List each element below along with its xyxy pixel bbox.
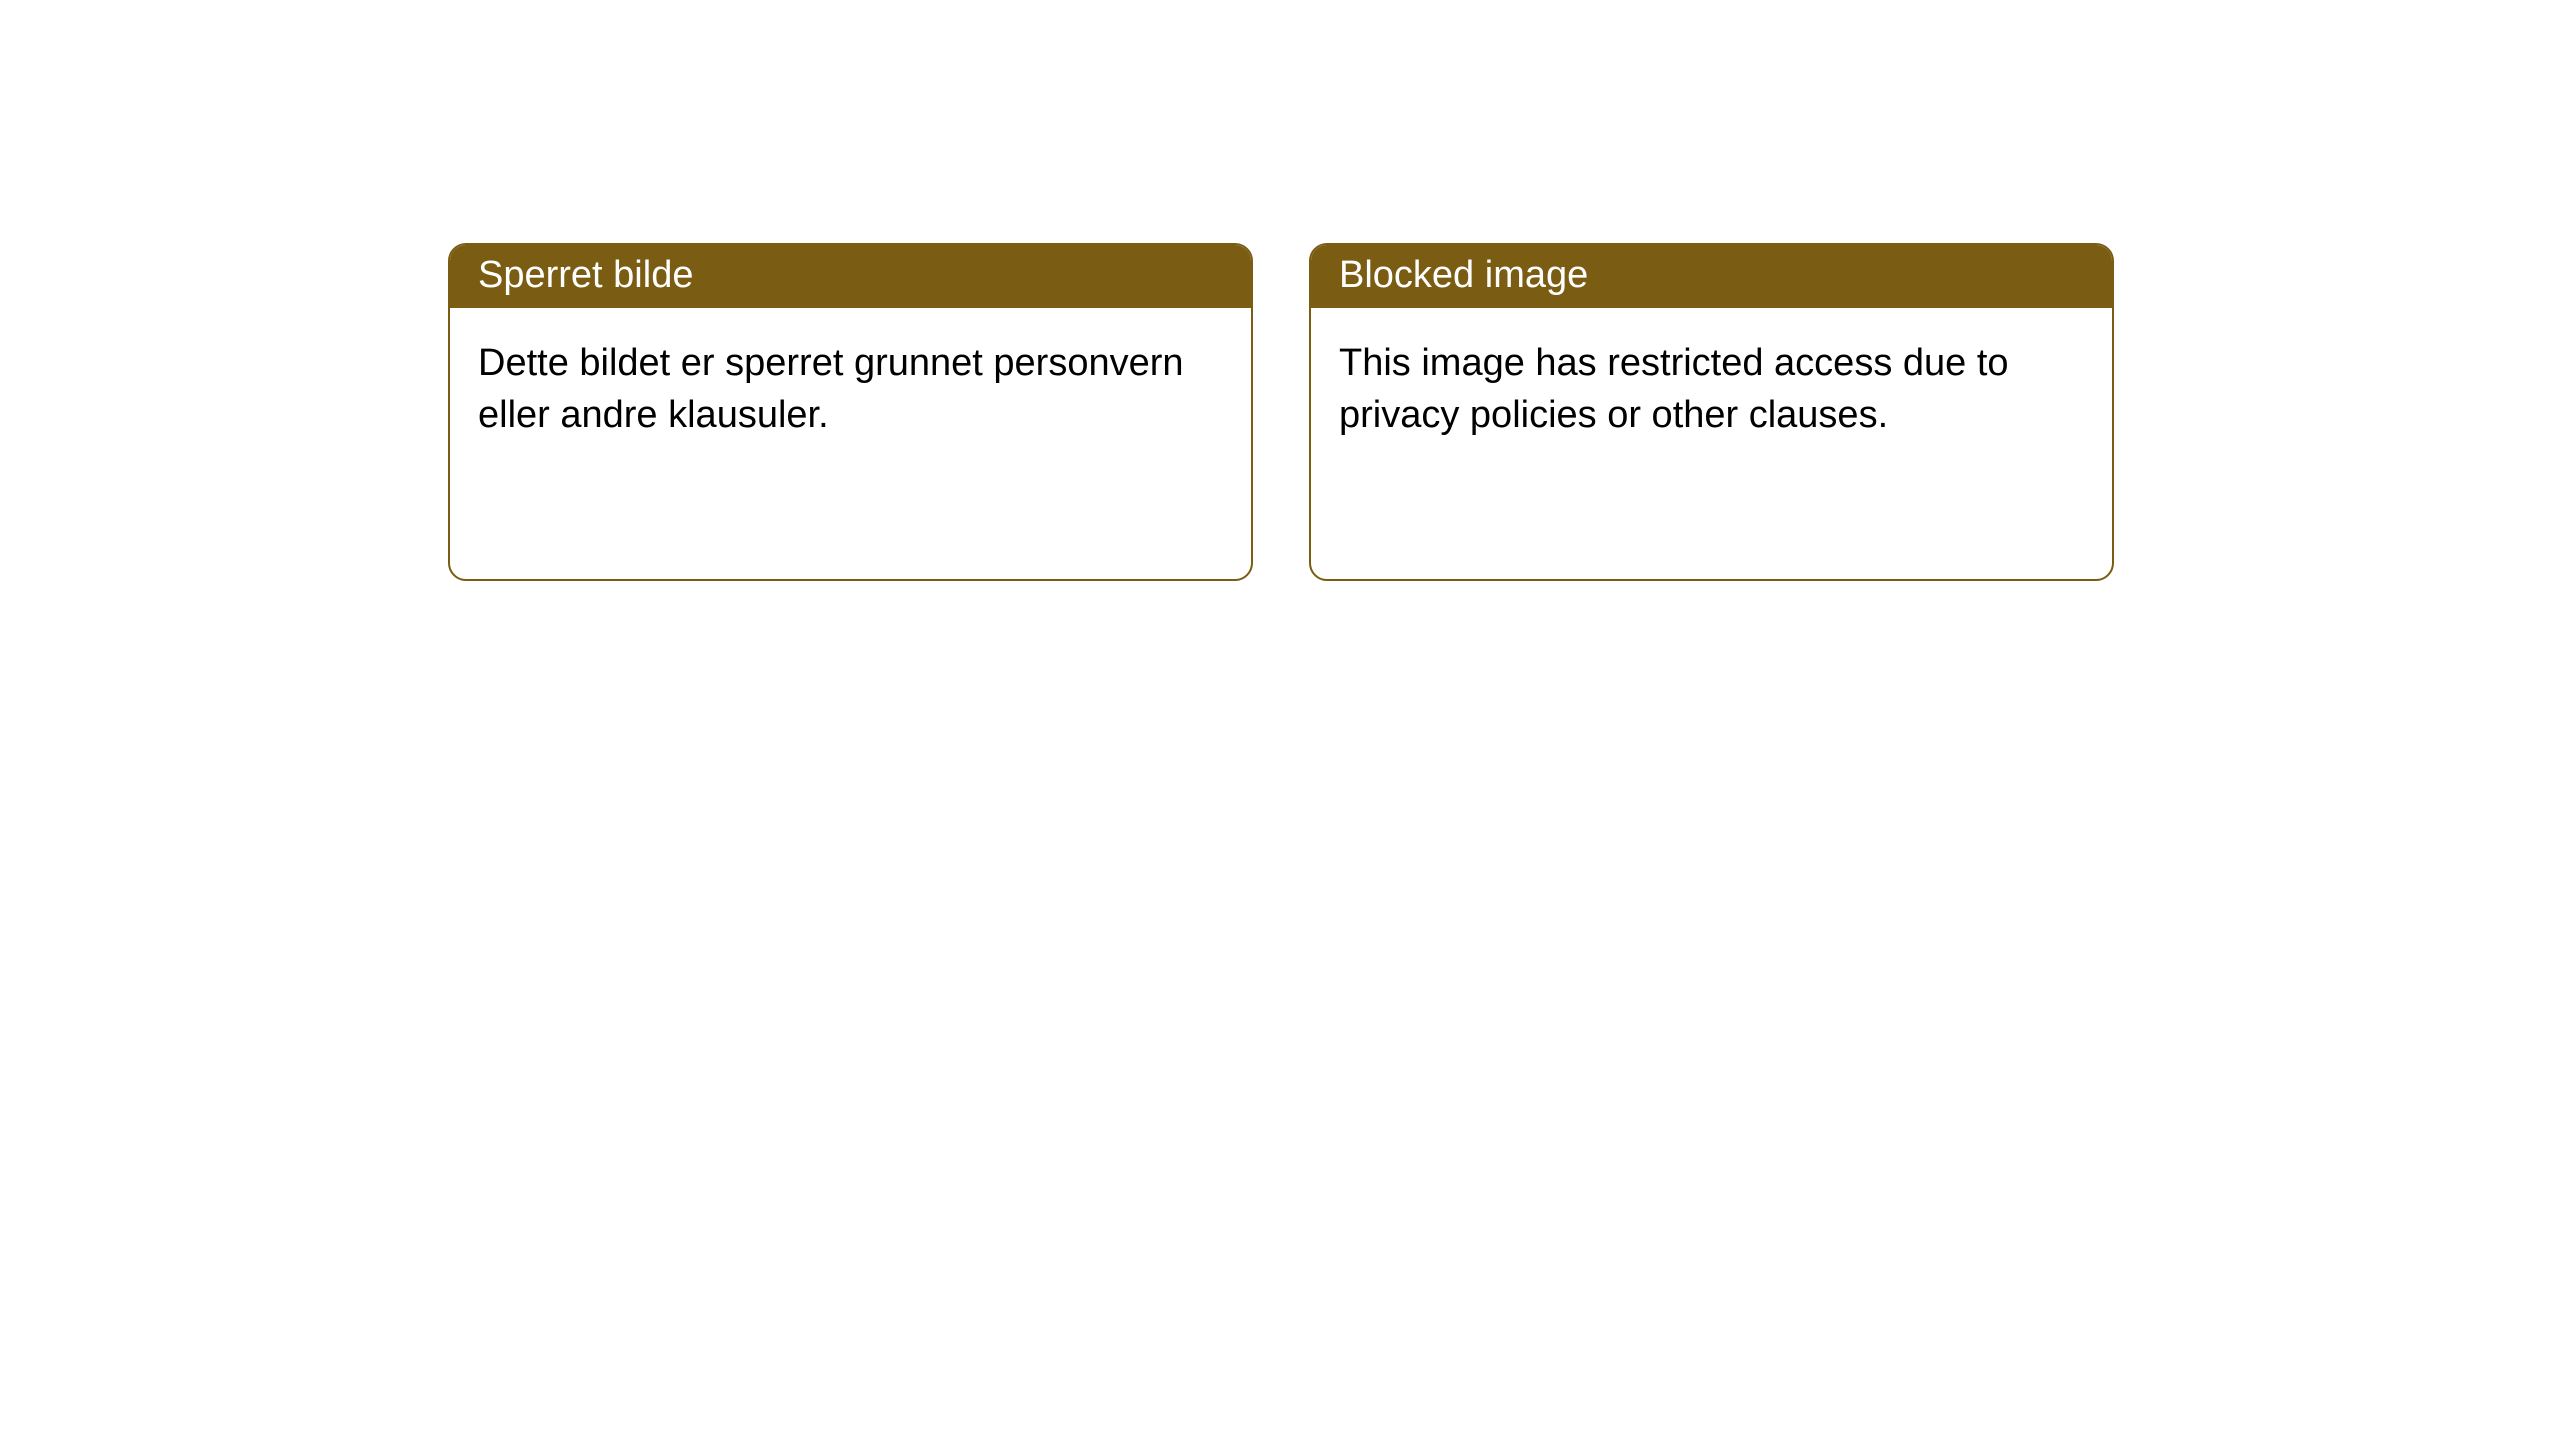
notice-card-english: Blocked image This image has restricted … bbox=[1309, 243, 2114, 581]
notice-header: Sperret bilde bbox=[450, 245, 1251, 308]
notice-header: Blocked image bbox=[1311, 245, 2112, 308]
notice-title: Sperret bilde bbox=[478, 254, 693, 296]
notice-title: Blocked image bbox=[1339, 254, 1588, 296]
notice-body: This image has restricted access due to … bbox=[1311, 308, 2112, 471]
notice-container: Sperret bilde Dette bildet er sperret gr… bbox=[0, 0, 2560, 581]
notice-body-text: This image has restricted access due to … bbox=[1339, 342, 2009, 436]
notice-body-text: Dette bildet er sperret grunnet personve… bbox=[478, 342, 1184, 436]
notice-body: Dette bildet er sperret grunnet personve… bbox=[450, 308, 1251, 471]
notice-card-norwegian: Sperret bilde Dette bildet er sperret gr… bbox=[448, 243, 1253, 581]
